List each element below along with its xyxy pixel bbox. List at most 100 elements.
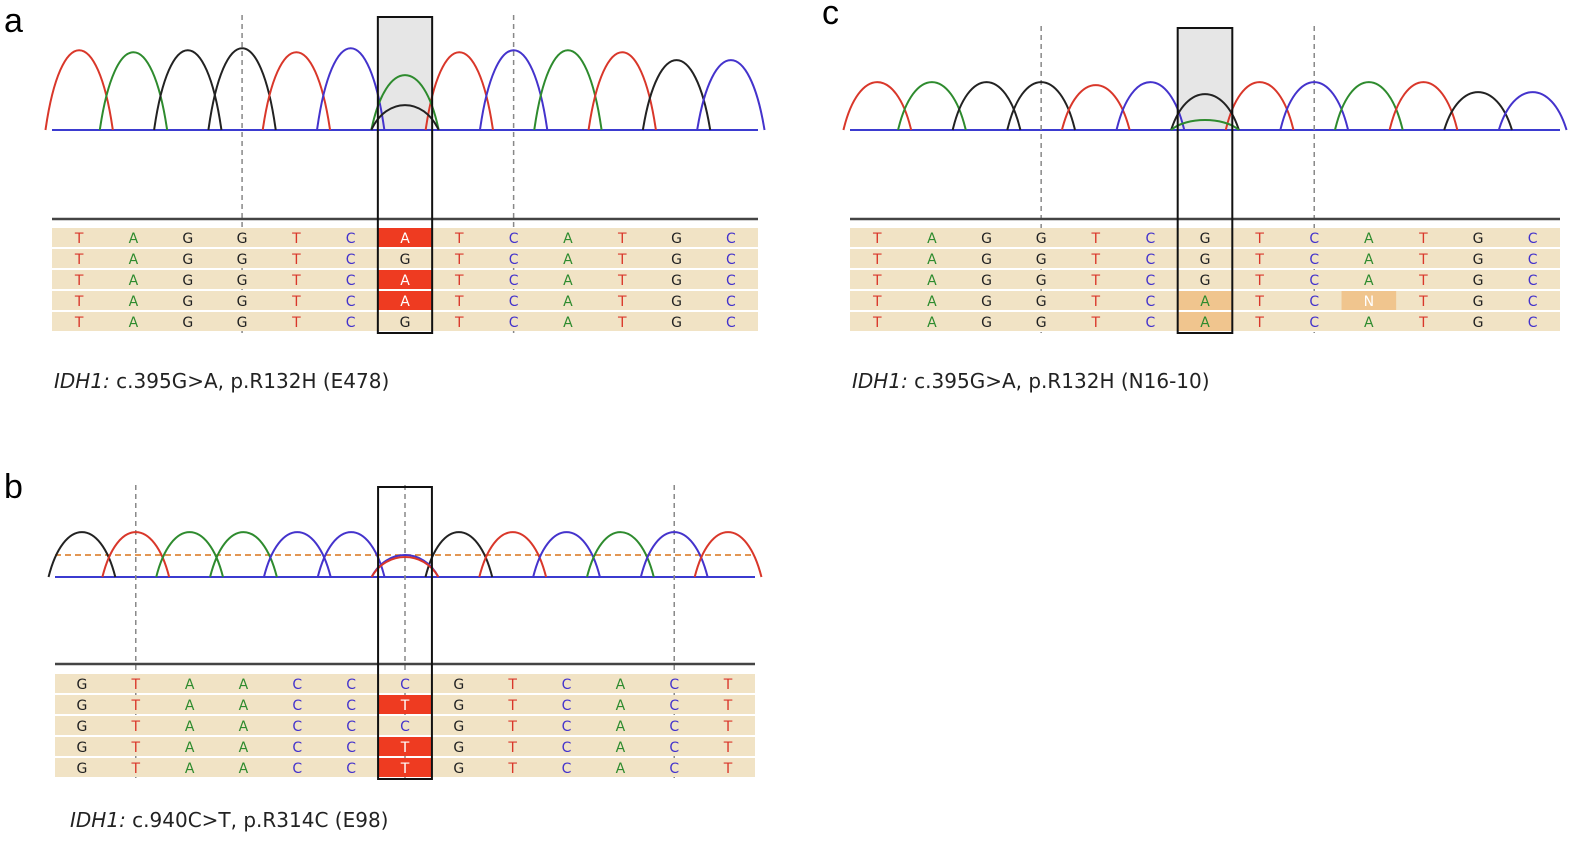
base-call: T (507, 677, 517, 693)
base-call: C (562, 761, 572, 777)
base-highlight (377, 291, 433, 310)
base-call: G (237, 231, 248, 247)
base-call: T (872, 294, 882, 310)
base-highlight (377, 228, 433, 247)
base-call: G (237, 252, 248, 268)
base-call: C (1145, 294, 1155, 310)
base-call: C (1309, 252, 1319, 268)
base-call: G (981, 294, 992, 310)
base-call: A (129, 252, 139, 268)
mutation-window-box (1176, 27, 1234, 334)
base-call: A (563, 315, 573, 331)
base-call: C (562, 698, 572, 714)
base-call: G (1036, 252, 1047, 268)
base-call: C (292, 740, 302, 756)
base-call: A (563, 273, 573, 289)
base-call: C (726, 273, 736, 289)
base-call: G (1473, 315, 1484, 331)
base-call: G (671, 231, 682, 247)
base-call: G (182, 294, 193, 310)
base-call: A (129, 231, 139, 247)
base-call: G (400, 252, 411, 268)
base-call: G (1473, 252, 1484, 268)
base-call: A (927, 231, 937, 247)
peak-A (897, 81, 967, 131)
base-call: A (616, 719, 626, 735)
base-call: C (726, 315, 736, 331)
base-call: T (1090, 294, 1100, 310)
base-call: G (981, 273, 992, 289)
base-highlight (1177, 312, 1233, 331)
base-call: A (239, 719, 249, 735)
base-call: G (453, 719, 464, 735)
peak-T (693, 531, 763, 578)
base-call: A (129, 294, 139, 310)
base-call: G (400, 315, 411, 331)
base-call: A (1200, 315, 1210, 331)
base-call: T (872, 273, 882, 289)
peak-C (696, 59, 766, 131)
base-call: T (617, 273, 627, 289)
base-highlight (377, 270, 433, 289)
base-call: T (454, 273, 464, 289)
peak-T (842, 81, 913, 131)
base-call: G (453, 677, 464, 693)
base-call: T (507, 719, 517, 735)
base-call: A (1364, 252, 1374, 268)
base-call: T (872, 315, 882, 331)
base-call: C (1528, 273, 1538, 289)
base-call: G (1473, 231, 1484, 247)
base-call: A (927, 273, 937, 289)
base-call: C (292, 698, 302, 714)
base-call: C (346, 315, 356, 331)
base-highlight (378, 695, 432, 714)
peak-A (1170, 119, 1240, 131)
base-call: T (507, 761, 517, 777)
base-highlight (1177, 291, 1233, 310)
base-call: C (726, 252, 736, 268)
sequence-row (850, 249, 1560, 268)
base-call: C (1528, 294, 1538, 310)
base-call: C (669, 698, 679, 714)
base-call: A (1364, 273, 1374, 289)
base-call: A (185, 719, 195, 735)
base-call: T (617, 294, 627, 310)
base-call: G (1200, 231, 1211, 247)
base-call: C (1309, 315, 1319, 331)
peak-T (370, 556, 440, 578)
peak-C (1497, 91, 1568, 131)
base-call: T (1418, 231, 1428, 247)
base-call: G (671, 273, 682, 289)
base-call: T (74, 315, 84, 331)
base-call: C (1528, 315, 1538, 331)
base-call: A (927, 252, 937, 268)
base-call: T (1090, 231, 1100, 247)
base-call: C (346, 698, 356, 714)
base-call: C (292, 677, 302, 693)
caption-variant: c.395G>A, p.R132H (E478) (110, 369, 389, 393)
caption-gene: IDH1: (54, 369, 110, 393)
caption-variant: c.395G>A, p.R132H (N16-10) (908, 369, 1210, 393)
base-call: C (669, 719, 679, 735)
base-call: G (1036, 273, 1047, 289)
base-call: T (1418, 315, 1428, 331)
base-call: C (1145, 252, 1155, 268)
base-call: C (509, 294, 519, 310)
base-call: T (130, 740, 140, 756)
base-call: C (726, 294, 736, 310)
base-call: G (182, 273, 193, 289)
base-call: C (669, 761, 679, 777)
base-call: T (1090, 252, 1100, 268)
base-call: A (616, 761, 626, 777)
base-call: G (1036, 231, 1047, 247)
base-call: C (562, 719, 572, 735)
base-call: T (723, 761, 733, 777)
base-call: C (400, 677, 410, 693)
base-call: G (671, 252, 682, 268)
base-call: N (1364, 294, 1374, 310)
base-call: G (453, 740, 464, 756)
base-call: G (981, 252, 992, 268)
base-call: C (400, 719, 410, 735)
base-call: C (509, 252, 519, 268)
base-call: G (453, 698, 464, 714)
